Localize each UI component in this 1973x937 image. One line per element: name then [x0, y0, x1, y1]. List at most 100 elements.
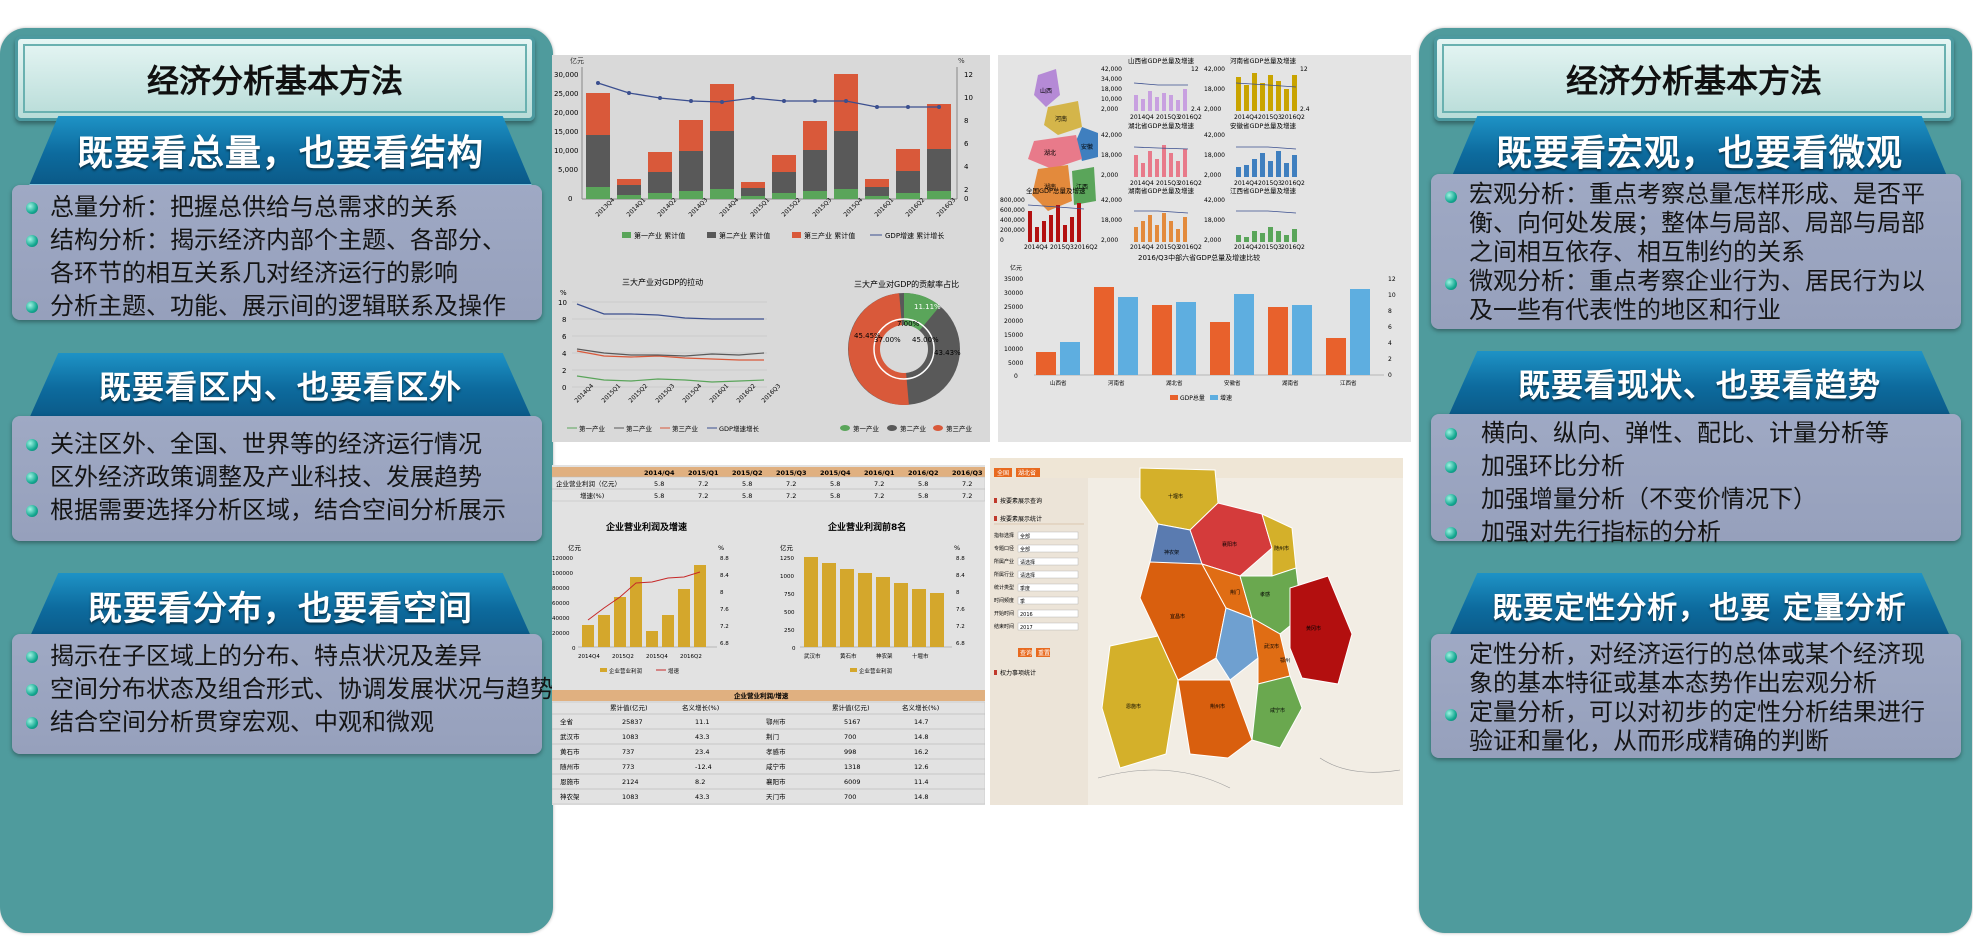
svg-text:42,000: 42,000	[1101, 66, 1122, 73]
svg-text:荆门: 荆门	[1230, 589, 1240, 596]
left-section-2-heading: 既要看区内、也要看区外	[28, 353, 533, 421]
svg-text:6: 6	[562, 333, 567, 341]
svg-text:7.2: 7.2	[698, 492, 708, 500]
svg-text:湖南省: 湖南省	[1282, 379, 1299, 387]
menu-element-query: 按要素展示查询	[1000, 497, 1042, 505]
bottom-chart-legend: GDP总量 增速	[1170, 394, 1232, 402]
svg-text:2014/Q4: 2014/Q4	[644, 469, 675, 477]
screenshot-gis-map-query: 全国 湖北省 按要素展示查询 按要素展示统计 指标选择 全部 专题口径 全部 所属产…	[990, 458, 1403, 805]
svg-text:专题口径: 专题口径	[994, 545, 1014, 552]
svg-text:0: 0	[1000, 237, 1004, 244]
c2-line-primary	[576, 375, 765, 383]
svg-text:4: 4	[1388, 340, 1392, 347]
svg-text:GDP增速增长: GDP增速增长	[719, 424, 759, 433]
right-section-2-heading: 既要看现状、也要看趋势	[1447, 351, 1952, 419]
svg-text:0: 0	[572, 646, 576, 652]
svg-text:江西省GDP总量及增速: 江西省GDP总量及增速	[1230, 186, 1296, 195]
mini-chart-5: 全国GDP总量及增速 800,000 600,000 400,000 200,000 0…	[1000, 186, 1098, 251]
svg-text:6.8: 6.8	[956, 641, 965, 647]
chart-b-title: 企业营业利润前8名	[827, 521, 906, 533]
svg-text:42,000: 42,000	[1204, 197, 1225, 204]
right-panel: 经济分析基本方法 既要看宏观，也要看微观 宏观分析：重点考察总量怎样形成、是否平…	[1419, 28, 1972, 933]
svg-text:恩施市: 恩施市	[1126, 703, 1141, 710]
svg-text:0: 0	[1388, 372, 1392, 379]
svg-text:第二产业: 第二产业	[626, 424, 653, 433]
svg-text:8.4: 8.4	[720, 573, 729, 579]
right-s2-item-2: 加强环比分析	[1441, 450, 1951, 483]
mini-map-label-5: 江西	[1076, 184, 1088, 191]
svg-text:孝感市: 孝感市	[766, 747, 786, 756]
left-s3-item-3: 结合空间分析贯穿宏观、中观和微观	[22, 706, 532, 739]
menu-power-stats: 权力事项统计	[1000, 669, 1036, 677]
tab-national: 全国	[997, 469, 1009, 477]
svg-text:7.2: 7.2	[874, 480, 884, 488]
svg-text:40000: 40000	[552, 616, 570, 622]
query-button	[1018, 648, 1032, 657]
svg-text:湖南省GDP总量及增速: 湖南省GDP总量及增速	[1128, 186, 1194, 195]
svg-text:武汉市: 武汉市	[1264, 643, 1279, 650]
svg-text:山西省: 山西省	[1050, 379, 1067, 387]
svg-text:30,000: 30,000	[554, 71, 579, 79]
c1-legend: 第一产业 累计值 第二产业 累计值 第三产业 累计值 GDP增速 累计增长	[622, 231, 944, 240]
svg-text:0: 0	[568, 195, 572, 203]
left-section-1-box: 总量分析：把握总供给与总需求的关系 结构分析：揭示经济内部个主题、各部分、 各环…	[12, 185, 542, 320]
bottom-chart-ticks: 35000 30000 25000 20000 15000 10000 5000…	[1004, 276, 1023, 380]
right-s1-item-1: 宏观分析：重点考察总量怎样形成、是否平	[1441, 180, 1951, 209]
svg-text:增速: 增速	[1220, 394, 1232, 402]
svg-text:咸宁市: 咸宁市	[1270, 707, 1285, 714]
svg-text:2,000: 2,000	[1101, 172, 1118, 179]
svg-text:2.4: 2.4	[1191, 106, 1201, 113]
svg-text:2,000: 2,000	[1204, 172, 1221, 179]
c2-legend: 第一产业 第二产业 第三产业 GDP增速增长	[567, 424, 759, 433]
svg-text:0: 0	[1014, 373, 1018, 380]
svg-text:5167: 5167	[844, 718, 861, 726]
svg-text:所属产业: 所属产业	[994, 558, 1014, 565]
mini-chart-2: 河南省GDP总量及增速 42,000 18,000 2,000 12 2.4 2014…	[1204, 56, 1310, 121]
bottom-chart-title: 2016/Q3中部六省GDP总量及增速比较	[1138, 253, 1260, 262]
svg-text:2015/Q2: 2015/Q2	[732, 469, 763, 477]
mini-chart-6: 湖南省GDP总量及增速 42,000 18,000 2,000 2014Q4 2015…	[1101, 186, 1202, 251]
svg-text:黄石市: 黄石市	[560, 747, 580, 756]
svg-text:2014Q4: 2014Q4	[578, 654, 600, 660]
svg-text:7.2: 7.2	[956, 624, 965, 630]
svg-text:5.8: 5.8	[830, 492, 840, 500]
svg-text:十堰市: 十堰市	[1168, 493, 1183, 500]
svg-text:2,000: 2,000	[1101, 237, 1118, 244]
left-s2-item-3: 根据需要选择分析区域，结合空间分析展示	[22, 494, 532, 527]
right-s2-item-4: 加强对先行指标的分析	[1441, 516, 1951, 549]
svg-text:全部: 全部	[1020, 533, 1030, 540]
svg-text:1000: 1000	[780, 574, 794, 580]
svg-text:120000: 120000	[552, 556, 573, 562]
top-table-row-1: 企业营业利润（亿元） 5.8 7.2 5.8 7.2 5.8 7.2 5.8 7…	[556, 479, 972, 488]
svg-text:18,000: 18,000	[1101, 152, 1122, 159]
reset-button-label: 重置	[1038, 649, 1050, 657]
svg-text:2014Q4: 2014Q4	[1234, 180, 1258, 187]
left-title: 经济分析基本方法	[23, 44, 527, 113]
svg-text:开始时间: 开始时间	[994, 610, 1014, 617]
svg-text:10000: 10000	[1004, 346, 1023, 353]
mini-chart-4: 安徽省GDP总量及增速 42,000 18,000 2,000 2014Q4 2015…	[1204, 121, 1305, 187]
c2-line-tertiary	[576, 350, 764, 361]
c1-bars	[586, 74, 951, 199]
svg-text:18,000: 18,000	[1204, 152, 1225, 159]
svg-text:十堰市: 十堰市	[912, 652, 929, 660]
chart-b-ylabel: 亿元	[780, 543, 794, 552]
left-section-3-box: 揭示在子区域上的分布、特点状况及差异 空间分布状态及组合形式、协调发展状况与趋势…	[12, 634, 554, 754]
svg-text:700: 700	[844, 793, 856, 801]
table2-title: 企业营业利润/增速	[733, 691, 789, 700]
svg-text:2: 2	[562, 367, 566, 375]
svg-text:2015Q3: 2015Q3	[1258, 114, 1282, 121]
svg-text:2: 2	[1388, 356, 1392, 363]
svg-text:800,000: 800,000	[1000, 197, 1025, 204]
bottom-chart-bars	[1036, 287, 1370, 375]
mini-map-label-3: 安徽	[1081, 143, 1093, 151]
svg-text:2015Q3: 2015Q3	[1258, 244, 1282, 251]
svg-text:5.8: 5.8	[742, 480, 752, 488]
svg-text:2015Q4: 2015Q4	[646, 654, 668, 660]
c3-labels: 11.11% 7.00% 45.00% 37.00% 45.45% 43.43%	[854, 303, 961, 357]
svg-text:11.1: 11.1	[695, 718, 709, 726]
svg-text:6009: 6009	[844, 778, 861, 786]
svg-text:神农架: 神农架	[876, 652, 893, 660]
left-section-2-box: 关注区外、全国、世界等的经济运行情况 区外经济政策调整及产业科技、发展趋势 根据…	[12, 416, 542, 541]
c3-legend: 第一产业 第二产业 第三产业	[840, 424, 973, 433]
